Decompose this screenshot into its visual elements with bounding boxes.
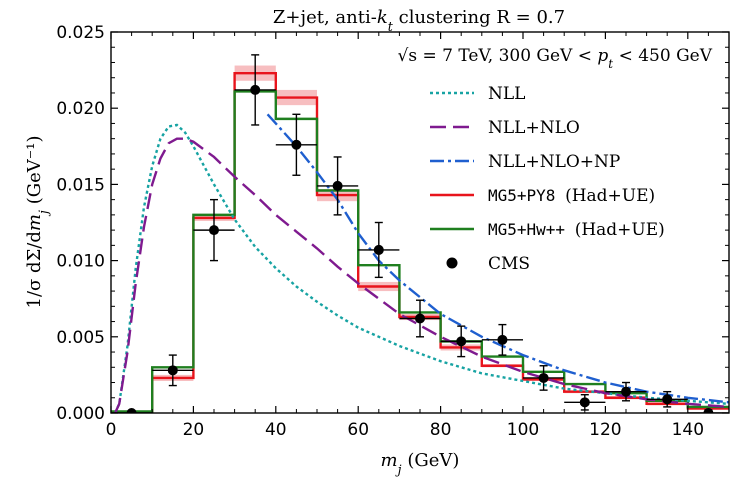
cms-point: [152, 354, 194, 387]
x-tick-label: 80: [430, 420, 452, 440]
cms-point: [234, 54, 276, 126]
cms-point: [440, 325, 482, 358]
histogram-mg5-hw-: [111, 90, 729, 413]
y-tick-label: 0.025: [56, 23, 105, 43]
histogram-mg5-py8: [111, 71, 729, 413]
legend-label: NLL: [488, 84, 525, 104]
x-tick-label: 120: [589, 420, 621, 440]
axes: 0 20 40 60 80 100 120 140 0.000 0.005 0.010 0.015 0.…: [56, 23, 730, 440]
cms-point: [564, 394, 606, 411]
curve-nll: [114, 123, 729, 413]
legend-label: NLL+NLO: [488, 118, 580, 138]
legend-item: CMS: [446, 254, 530, 274]
x-tick-label: 20: [183, 420, 205, 440]
x-tick-label: 140: [672, 420, 704, 440]
y-tick-label: 0.000: [56, 404, 105, 424]
legend-item: MG5+Hw++ (Had+UE): [430, 220, 665, 240]
curve-nll-nlo-np: [266, 113, 729, 404]
cms-point: [523, 365, 565, 391]
y-tick-label: 0.005: [56, 328, 105, 348]
x-axis-label: mj (GeV): [381, 450, 460, 477]
legend-item: MG5+PY8 (Had+UE): [430, 186, 655, 206]
energy-annotation: √s = 7 TeV, 300 GeV < pt < 450 GeV: [398, 46, 713, 71]
x-tick-label: 60: [347, 420, 369, 440]
x-tick-label: 40: [265, 420, 287, 440]
y-tick-label: 0.010: [56, 252, 105, 272]
legend: NLL NLL+NLO NLL+NLO+NP MG5+PY8 (Had+UE) MG5+…: [430, 84, 665, 274]
legend-label: MG5+Hw++ (Had+UE): [488, 220, 665, 240]
cms-point: [275, 113, 317, 176]
cms-point: [399, 299, 441, 338]
cms-point: [193, 198, 235, 262]
cms-point: [605, 381, 647, 402]
curve-nll-nlo: [114, 137, 729, 413]
cms-point: [358, 221, 400, 279]
y-tick-label: 0.020: [56, 99, 105, 119]
cms-point: [481, 323, 523, 356]
cms-point: [317, 156, 359, 216]
y-axis-label: 1/σ dΣ/dmj (GeV⁻¹): [24, 136, 51, 309]
chart-title: Z+jet, anti-kt clustering R = 0.7: [273, 7, 565, 34]
legend-label: MG5+PY8 (Had+UE): [488, 186, 655, 206]
legend-item: NLL+NLO: [430, 118, 580, 138]
x-tick-label: 0: [106, 420, 117, 440]
legend-item: NLL: [430, 84, 525, 104]
x-tick-label: 100: [507, 420, 539, 440]
plot-area: [111, 54, 729, 413]
legend-label: NLL+NLO+NP: [488, 152, 620, 172]
y-tick-label: 0.015: [56, 175, 105, 195]
legend-label: CMS: [488, 254, 530, 274]
legend-item: NLL+NLO+NP: [430, 152, 620, 172]
cms-point: [646, 390, 688, 408]
